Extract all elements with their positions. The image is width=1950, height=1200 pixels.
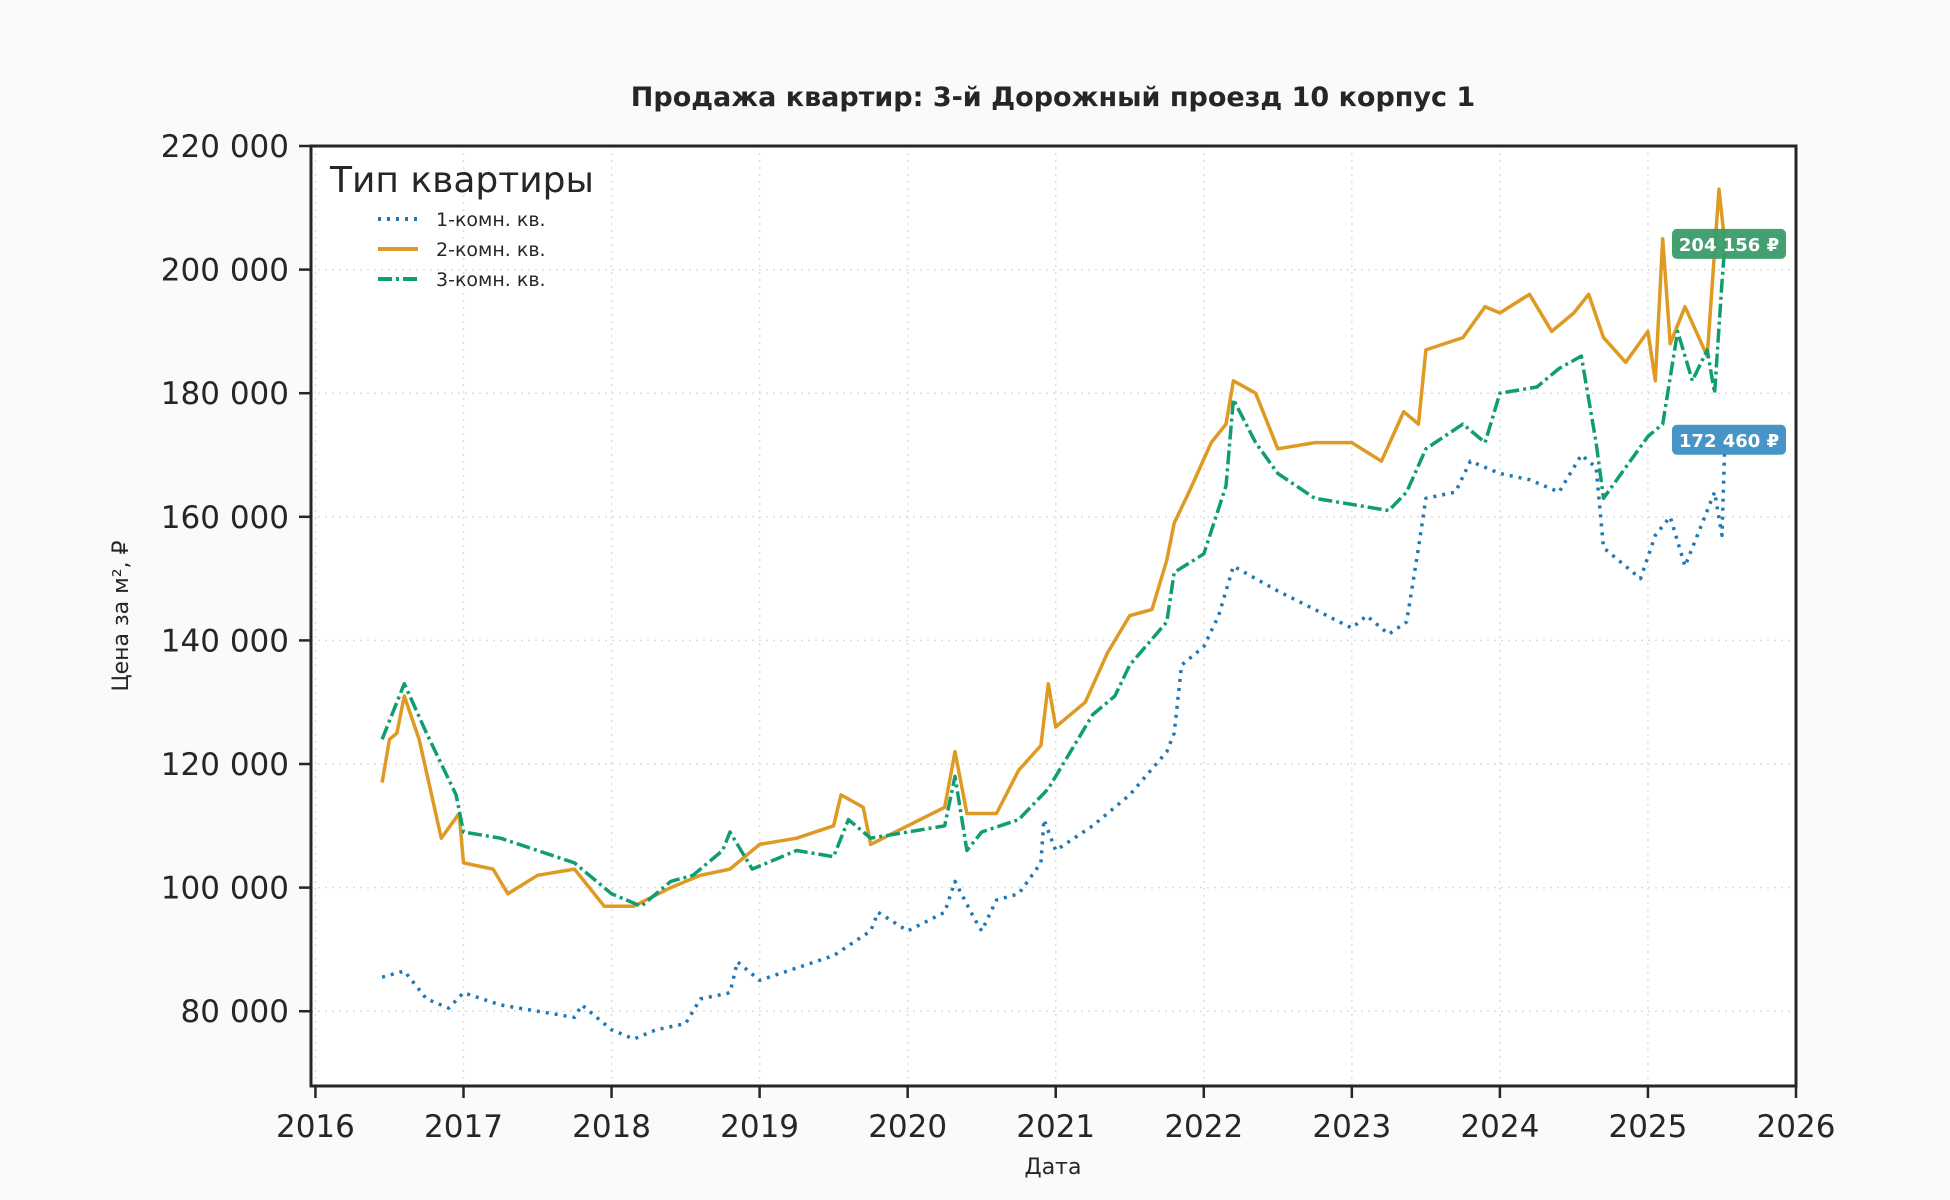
y-tick-label: 100 000: [161, 871, 289, 907]
legend-label-3: 3-комн. кв.: [436, 269, 546, 291]
y-tick-label: 200 000: [161, 253, 289, 289]
series-line-1: [381, 439, 1727, 1041]
x-tick-label: 2025: [1608, 1109, 1687, 1145]
series-lines: [380, 187, 1727, 1041]
x-tick-label: 2021: [1016, 1109, 1095, 1145]
legend-label-2: 2-комн. кв.: [436, 239, 546, 261]
x-tick-label: 2019: [720, 1109, 799, 1145]
x-tick-label: 2020: [868, 1109, 947, 1145]
end-label-3: 204 156 ₽: [1672, 228, 1786, 259]
y-tick-label: 80 000: [181, 994, 289, 1030]
x-tick-label: 2024: [1460, 1109, 1539, 1145]
series-line-3: [380, 243, 1727, 908]
series-line-2: [380, 187, 1727, 908]
x-axis-label: Дата: [1025, 1155, 1082, 1180]
y-axis-label: Цена за м², ₽: [109, 540, 134, 691]
y-tick-label: 160 000: [161, 500, 289, 536]
x-tick-label: 2016: [276, 1109, 355, 1145]
y-tick-label: 180 000: [161, 376, 289, 412]
plot-area: [311, 146, 1796, 1086]
y-tick-label: 120 000: [161, 747, 289, 783]
end-labels: 172 460 ₽ 204 156 ₽: [1672, 228, 1786, 455]
legend: Тип квартиры 1-комн. кв. 2-комн. кв. 3-ком…: [329, 160, 594, 291]
x-tick-label: 2022: [1164, 1109, 1243, 1145]
x-tick-label: 2023: [1312, 1109, 1391, 1145]
x-tick-label: 2017: [424, 1109, 503, 1145]
legend-label-1: 1-комн. кв.: [436, 209, 546, 231]
y-tick-label: 220 000: [161, 129, 289, 165]
end-label-box: [1672, 424, 1786, 455]
end-label-box: [1672, 228, 1786, 259]
y-tick-label: 140 000: [161, 623, 289, 659]
ticks: 2016 2017 2018 2019 2020 2021 2022 2023 2024 2025…: [161, 129, 1836, 1145]
axes-frame: [309, 144, 1798, 1088]
end-label-1: 172 460 ₽: [1672, 424, 1786, 455]
chart-title: Продажа квартир: 3-й Дорожный проезд 10 …: [631, 82, 1475, 113]
legend-title: Тип квартиры: [329, 160, 594, 201]
x-tick-label: 2018: [572, 1109, 651, 1145]
end-label-text: 204 156 ₽: [1679, 235, 1779, 256]
end-label-text: 172 460 ₽: [1679, 431, 1779, 452]
x-tick-label: 2026: [1757, 1109, 1836, 1145]
